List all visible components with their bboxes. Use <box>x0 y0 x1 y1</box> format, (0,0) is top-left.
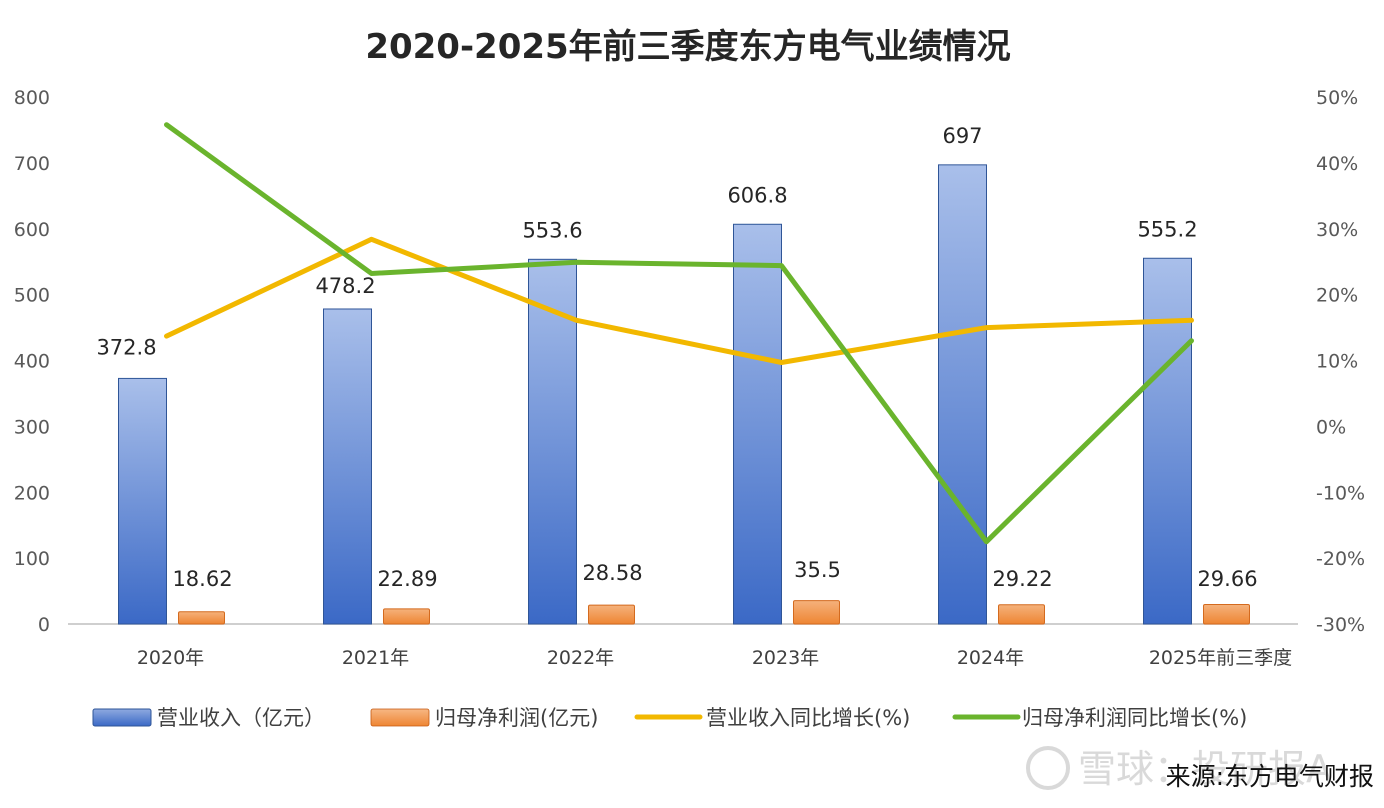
data-label-net-profit: 28.58 <box>582 561 642 585</box>
y-axis-left: 0 100 200 300 400 500 600 700 800 <box>14 87 50 636</box>
watermark-text: 雪球：投研报A <box>1078 747 1332 791</box>
data-label-revenue: 372.8 <box>96 335 156 359</box>
y-right-tick-label: 30% <box>1316 219 1358 241</box>
y-left-tick-label: 700 <box>14 153 50 175</box>
legend-swatch-net-profit <box>370 708 430 727</box>
x-category-label: 2020年 <box>137 647 204 669</box>
bar-series <box>118 164 1250 625</box>
bar-net-profit <box>1203 603 1250 625</box>
y-right-tick-label: 20% <box>1316 285 1358 307</box>
y-left-tick-label: 800 <box>14 87 50 109</box>
data-label-revenue: 697 <box>942 124 982 148</box>
legend-swatch-revenue <box>92 708 152 727</box>
data-label-net-profit: 35.5 <box>794 558 841 582</box>
y-right-tick-label: 50% <box>1316 87 1358 109</box>
bar-revenue <box>733 223 782 625</box>
y-axis-right: -30% -20% -10% 0% 10% 20% 30% 40% 50% <box>1316 87 1365 636</box>
legend-item-revenue-growth: 营业收入同比增长(%) <box>634 706 910 730</box>
watermark-logo-icon <box>1026 746 1070 790</box>
data-label-net-profit: 29.22 <box>992 567 1052 591</box>
bar-revenue <box>1143 257 1192 625</box>
data-label-net-profit: 29.66 <box>1197 567 1257 591</box>
data-label-revenue: 555.2 <box>1137 217 1197 241</box>
y-left-tick-label: 600 <box>14 219 50 241</box>
y-left-tick-label: 100 <box>14 548 50 570</box>
bar-revenue <box>938 164 987 625</box>
data-label-revenue: 478.2 <box>315 274 375 298</box>
data-label-revenue: 553.6 <box>522 218 582 242</box>
x-category-label: 2022年 <box>547 647 614 669</box>
legend-item-profit-growth: 归母净利润同比增长(%) <box>952 706 1247 730</box>
bar-revenue <box>118 377 167 625</box>
y-right-tick-label: -30% <box>1316 614 1365 636</box>
legend-label-revenue: 营业收入（亿元） <box>157 706 325 730</box>
watermark: 雪球：投研报A <box>1026 746 1332 791</box>
y-right-tick-label: 40% <box>1316 153 1358 175</box>
data-label-net-profit: 18.62 <box>172 567 232 591</box>
legend-item-net-profit: 归母净利润(亿元) <box>370 706 598 730</box>
y-right-tick-label: 10% <box>1316 351 1358 373</box>
y-left-tick-label: 300 <box>14 416 50 438</box>
legend: 营业收入（亿元） 归母净利润(亿元) 营业收入同比增长(%) 归母净利润同比增长… <box>92 706 1247 730</box>
legend-label-net-profit: 归母净利润(亿元) <box>435 706 598 730</box>
bar-net-profit <box>178 611 225 625</box>
x-category-label: 2023年 <box>752 647 819 669</box>
data-labels: 372.8 18.62 478.2 22.89 553.6 28.58 606.8 35.5 6… <box>96 124 1257 591</box>
y-right-tick-label: -10% <box>1316 482 1365 504</box>
y-left-tick-label: 500 <box>14 285 50 307</box>
x-category-label: 2021年 <box>342 647 409 669</box>
y-right-tick-label: -20% <box>1316 548 1365 570</box>
x-axis-categories: 2020年 2021年 2022年 2023年 2024年 2025年前三季度 <box>137 647 1292 669</box>
legend-label-profit-growth: 归母净利润同比增长(%) <box>1022 706 1247 730</box>
line-profit-growth <box>164 122 1194 545</box>
source-note: 来源:东方电气财报 <box>1166 762 1374 791</box>
line-series <box>164 122 1194 545</box>
y-left-tick-label: 400 <box>14 351 50 373</box>
bar-net-profit <box>998 604 1045 625</box>
line-revenue-growth <box>164 236 1194 365</box>
x-category-label: 2024年 <box>957 647 1024 669</box>
bar-revenue <box>528 258 577 625</box>
bar-net-profit <box>588 604 635 625</box>
y-right-tick-label: 0% <box>1316 416 1346 438</box>
bar-revenue <box>323 308 372 625</box>
data-label-net-profit: 22.89 <box>377 567 437 591</box>
bar-net-profit <box>793 600 840 625</box>
bar-net-profit <box>383 608 430 625</box>
legend-label-revenue-growth: 营业收入同比增长(%) <box>706 706 910 730</box>
chart-title: 2020-2025年前三季度东方电气业绩情况 <box>365 27 1010 67</box>
data-label-revenue: 606.8 <box>727 183 787 207</box>
x-category-label: 2025年前三季度 <box>1149 647 1292 669</box>
y-left-tick-label: 0 <box>38 614 50 636</box>
y-left-tick-label: 200 <box>14 482 50 504</box>
legend-item-revenue: 营业收入（亿元） <box>92 706 325 730</box>
